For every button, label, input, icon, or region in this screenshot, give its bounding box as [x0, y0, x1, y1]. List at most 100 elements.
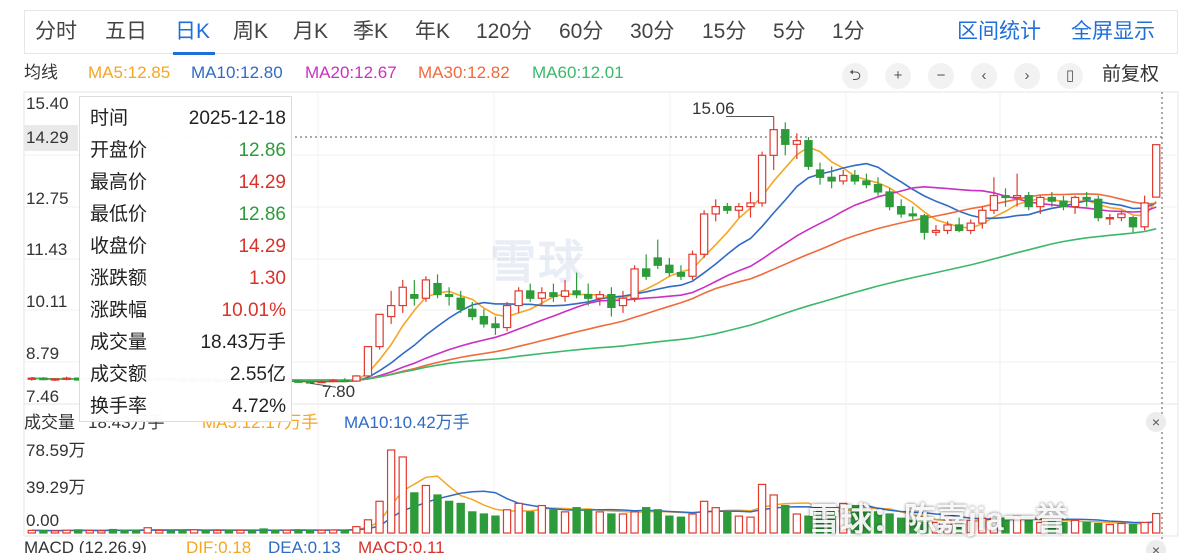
close-macd-icon[interactable]: × [1146, 540, 1166, 553]
undo-icon[interactable]: ⮌ [842, 63, 868, 89]
zoom-out-icon[interactable]: − [928, 63, 954, 89]
volume-bar [560, 511, 570, 534]
volume-bar [340, 529, 349, 534]
volume-bar [607, 513, 616, 534]
candle-body [584, 293, 593, 299]
candle-body [641, 268, 651, 277]
price-axis-label: 10.11 [26, 292, 68, 311]
candle-body [978, 209, 987, 224]
volume-bar [1001, 517, 1010, 534]
volume-bar [491, 515, 500, 534]
tooltip-row: 时间 2025-12-18 [90, 103, 286, 135]
zoom-in-icon[interactable]: + [885, 63, 911, 89]
volume-bar [502, 509, 512, 534]
volume-bar [1070, 519, 1080, 534]
volume-bar [143, 527, 152, 534]
tooltip-value: 18.43万手 [200, 332, 286, 353]
volume-bar [931, 521, 941, 534]
candle-body [537, 292, 547, 299]
candle-body [734, 206, 744, 211]
candle-body [665, 264, 674, 274]
volume-bar [468, 511, 477, 534]
candle-body [781, 129, 790, 145]
tab-5min[interactable]: 5分 [773, 20, 806, 43]
close-volume-icon[interactable]: × [1146, 412, 1166, 432]
candle-body [792, 140, 802, 145]
volume-bar [224, 529, 234, 534]
volume-bar [236, 529, 245, 534]
volume-bar [479, 513, 489, 534]
volume-bar [1117, 522, 1126, 534]
volume-bar [699, 500, 709, 534]
volume-bar [73, 529, 83, 534]
ma5-value: MA5:12.85 [88, 63, 171, 82]
tab-yearly-k[interactable]: 年K [415, 20, 451, 43]
volume-bar [271, 529, 280, 534]
volume-bar [885, 513, 894, 534]
volume-bar [665, 515, 674, 534]
watermark-center: 雪球 [490, 236, 586, 288]
candle-body [954, 224, 964, 232]
volume-bar [213, 529, 222, 534]
tab-daily-k[interactable]: 日K [175, 20, 211, 43]
volume-axis-label: 39.29万 [26, 478, 86, 497]
ma30-value: MA30:12.82 [418, 63, 510, 82]
tab-quarterly-k[interactable]: 季K [353, 20, 389, 43]
candle-body [572, 290, 581, 296]
volume-bar [954, 520, 964, 534]
fullscreen-link[interactable]: 全屏显示 [1071, 20, 1155, 43]
volume-bar [259, 528, 268, 534]
volume-bar [1047, 519, 1057, 534]
watermark-bottom: 雪球：陈嘉jia一誉 [808, 501, 1068, 537]
tab-60min[interactable]: 60分 [559, 20, 604, 43]
prev-icon[interactable]: ‹ [971, 63, 997, 89]
volume-ma10: MA10:10.42万手 [344, 413, 470, 432]
volume-bar [108, 528, 118, 534]
volume-bar [1152, 512, 1161, 534]
candle-body [862, 180, 871, 186]
tab-intraday[interactable]: 分时 [35, 20, 77, 43]
volume-bar [618, 513, 628, 534]
tab-1min[interactable]: 1分 [832, 20, 865, 43]
next-icon[interactable]: › [1014, 63, 1040, 89]
volume-bar [1128, 523, 1138, 534]
candle-body [526, 290, 535, 299]
adjust-mode-select[interactable]: 前复权 [1102, 64, 1160, 85]
candle-body [1059, 200, 1068, 208]
macd-value: MACD:0.11 [358, 538, 445, 553]
volume-bar [27, 529, 36, 534]
candle-body [607, 293, 616, 309]
volume-bar [514, 502, 523, 534]
tooltip-value: 12.86 [238, 140, 286, 161]
tab-five-day[interactable]: 五日 [105, 20, 147, 43]
volume-bar [850, 504, 860, 534]
candle-body [1140, 202, 1149, 228]
candle-body [630, 268, 639, 299]
high-price-label: 15.06 [692, 99, 735, 118]
volume-bar [97, 530, 106, 534]
volume-bar [688, 513, 697, 534]
tooltip-key: 成交额 [90, 364, 148, 385]
volume-bar [711, 507, 720, 534]
candle-icon[interactable]: ▯ [1057, 63, 1083, 89]
tooltip-row: 收盘价 14.29 [90, 231, 286, 263]
tooltip-value: 10.01% [221, 300, 286, 321]
volume-bar [595, 511, 604, 534]
range-stats-link[interactable]: 区间统计 [957, 20, 1041, 43]
volume-bar [978, 517, 987, 534]
candle-body [398, 286, 407, 307]
macd-label: MACD (12,26,9) [24, 538, 147, 553]
tab-120min[interactable]: 120分 [476, 20, 533, 43]
tab-15min[interactable]: 15分 [702, 20, 747, 43]
tab-30min[interactable]: 30分 [630, 20, 675, 43]
volume-panel-frame [23, 403, 1179, 537]
candle-body [514, 290, 523, 307]
candle-body [456, 297, 465, 310]
volume-bar [398, 456, 407, 534]
candle-body [27, 377, 36, 380]
candle-body [885, 191, 894, 208]
tab-weekly-k[interactable]: 周K [233, 20, 269, 43]
volume-bar [294, 529, 303, 534]
tooltip-key: 涨跌幅 [90, 300, 148, 321]
tab-monthly-k[interactable]: 月K [293, 20, 329, 43]
